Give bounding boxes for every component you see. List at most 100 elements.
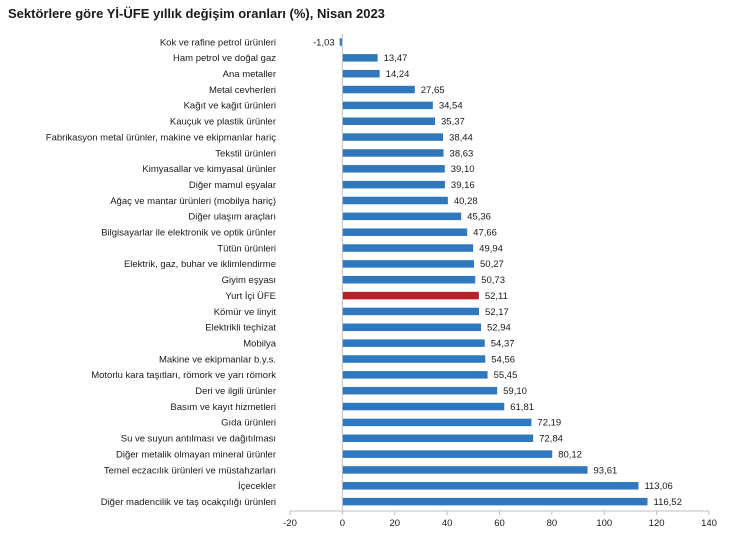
- value-label: 93,61: [594, 465, 618, 476]
- bar: [342, 180, 445, 189]
- category-label: Bilgisayarlar ile elektronik ve optik ür…: [101, 228, 276, 239]
- value-label: 39,10: [451, 164, 475, 175]
- value-label: 55,45: [494, 370, 518, 381]
- category-label: Yurt İçi ÜFE: [225, 291, 276, 302]
- x-tick-label: 40: [442, 518, 453, 529]
- category-label: Basım ve kayıt hizmetleri: [170, 402, 276, 413]
- category-label: Kauçuk ve plastik ürünler: [170, 117, 276, 128]
- bar: [342, 418, 532, 427]
- bar: [342, 149, 444, 157]
- value-label: 72,19: [537, 418, 561, 429]
- value-label: 52,94: [487, 323, 511, 334]
- bar: [342, 482, 639, 490]
- value-label: 80,12: [558, 449, 582, 460]
- bar: [342, 85, 415, 94]
- category-label: Ham petrol ve doğal gaz: [173, 53, 276, 64]
- category-label: Deri ve ilgili ürünler: [195, 386, 276, 397]
- category-label: Su ve suyun antılması ve dağıtılması: [121, 434, 276, 445]
- bar: [342, 196, 448, 205]
- value-label: 39,16: [451, 180, 475, 191]
- bar: [342, 386, 498, 395]
- bar: [342, 133, 444, 141]
- bar: [342, 339, 485, 347]
- bar: [342, 307, 479, 316]
- value-label: 34,54: [439, 101, 463, 112]
- category-label: Elektrik, gaz, buhar ve iklimlendirme: [124, 259, 276, 270]
- bar: [342, 260, 475, 268]
- value-label: 54,56: [491, 354, 515, 365]
- category-label: Diğer metalik olmayan mineral ürünler: [116, 449, 276, 460]
- value-label: 50,73: [481, 275, 505, 286]
- bar: [342, 69, 380, 78]
- category-label: Gıda ürünleri: [221, 418, 276, 429]
- value-label: 50,27: [480, 259, 504, 270]
- value-label: 38,63: [450, 148, 474, 159]
- value-label: 54,37: [491, 338, 515, 349]
- x-tick-label: 120: [649, 518, 665, 529]
- value-label: -1,03: [313, 37, 335, 48]
- category-label: Kağıt ve kağıt ürünleri: [184, 101, 276, 112]
- value-label: 72,84: [539, 434, 563, 445]
- category-label: Tekstil ürünleri: [215, 148, 276, 159]
- bar: [342, 497, 648, 506]
- bar: [342, 244, 474, 252]
- x-tick-label: 60: [494, 518, 505, 529]
- bar: [342, 101, 433, 110]
- bar: [342, 355, 486, 363]
- x-tick-label: 80: [547, 518, 558, 529]
- bar: [342, 466, 588, 474]
- bar: [342, 228, 468, 236]
- category-label: Makine ve ekipmanlar b.y.s.: [159, 354, 276, 365]
- category-label: Kok ve rafine petrol ürünleri: [160, 37, 276, 48]
- bar: [342, 371, 488, 379]
- value-label: 52,17: [485, 307, 509, 318]
- bar: [342, 402, 505, 411]
- value-label: 27,65: [421, 85, 445, 96]
- category-label: Kömür ve linyit: [214, 307, 277, 318]
- category-label: Diğer madencilik ve taş ocakçılığı ürünl…: [101, 497, 276, 508]
- x-tick-label: 0: [340, 518, 345, 529]
- value-label: 116,52: [654, 497, 682, 508]
- bar: [342, 291, 479, 300]
- bar: [342, 434, 534, 442]
- category-label: İçecekler: [238, 481, 276, 492]
- bar: [342, 276, 476, 284]
- category-label: Ana metaller: [223, 69, 276, 80]
- bar: [342, 212, 462, 221]
- category-label: Ağaç ve mantar ürünleri (mobilya hariç): [110, 196, 276, 207]
- category-label: Kimyasallar ve kimyasal ürünler: [142, 164, 276, 175]
- bar: [342, 323, 482, 332]
- x-tick-label: 20: [389, 518, 400, 529]
- value-label: 47,66: [473, 228, 497, 239]
- category-label: Giyim eşyası: [222, 275, 276, 286]
- x-tick-label: 100: [596, 518, 612, 529]
- value-label: 40,28: [454, 196, 478, 207]
- value-label: 45,36: [467, 212, 491, 223]
- category-label: Temel eczacılık ürünleri ve müstahzarlar…: [104, 465, 276, 476]
- value-label: 113,06: [644, 481, 672, 492]
- value-label: 14,24: [386, 69, 410, 80]
- value-label: 13,47: [384, 53, 408, 64]
- value-label: 49,94: [479, 243, 503, 254]
- category-label: Motorlu kara taşıtları, römork ve yarı r…: [91, 370, 276, 381]
- category-label: Tütün ürünleri: [217, 243, 276, 254]
- value-label: 59,10: [503, 386, 527, 397]
- category-label: Diğer ulaşım araçları: [188, 212, 276, 223]
- x-tick-label: 140: [701, 518, 717, 529]
- x-tick-label: -20: [283, 518, 297, 529]
- category-label: Fabrikasyon metal ürünler, makine ve eki…: [46, 132, 276, 143]
- bar: [342, 450, 553, 458]
- category-label: Elektrikli teçhizat: [205, 323, 276, 334]
- category-label: Diğer mamul eşyalar: [189, 180, 276, 191]
- category-label: Mobilya: [243, 338, 276, 349]
- bar: [342, 117, 436, 125]
- bar: [342, 165, 445, 173]
- value-label: 61,81: [510, 402, 534, 413]
- chart-title: Sektörlere göre Yİ-ÜFE yıllık değişim or…: [8, 6, 385, 21]
- bar: [342, 54, 378, 62]
- value-label: 52,11: [485, 291, 508, 302]
- category-label: Metal cevherleri: [209, 85, 276, 96]
- value-label: 35,37: [441, 117, 465, 128]
- value-label: 38,44: [449, 132, 473, 143]
